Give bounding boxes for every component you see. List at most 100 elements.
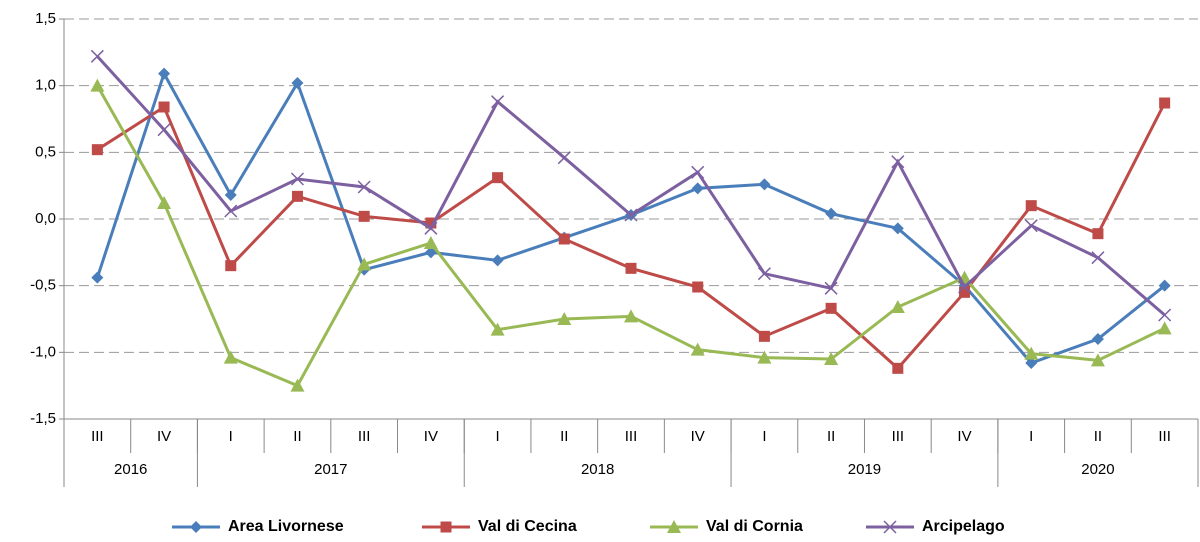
marker (291, 190, 303, 202)
marker (1025, 200, 1037, 212)
legend-label: Val di Cornia (706, 518, 803, 535)
legend-label: Area Livornese (228, 518, 344, 535)
marker (425, 217, 437, 229)
y-tick-label: -0,5 (30, 277, 56, 294)
marker (157, 123, 171, 137)
marker (440, 521, 452, 533)
x-tick-label: III (625, 428, 638, 445)
marker (557, 151, 571, 165)
marker (891, 222, 904, 235)
marker (158, 101, 170, 113)
marker (959, 286, 971, 298)
marker (1091, 333, 1104, 345)
marker (190, 521, 202, 533)
x-tick-label: III (358, 428, 371, 445)
marker (624, 309, 638, 323)
line (96, 84, 1166, 388)
marker (690, 342, 705, 356)
x-tick-label: I (496, 428, 500, 445)
marker (1024, 219, 1038, 233)
y-tick-label: 1,0 (35, 77, 56, 94)
x-tick-label: II (293, 428, 301, 445)
x-tick-label: I (1029, 428, 1033, 445)
series (91, 67, 1171, 369)
marker (225, 260, 237, 272)
legend-label: Arcipelago (922, 518, 1005, 535)
marker (91, 271, 104, 284)
line (96, 102, 1166, 371)
x-tick-label: I (229, 428, 233, 445)
marker (892, 362, 904, 374)
marker (758, 330, 770, 342)
marker (883, 520, 897, 534)
year-label: 2017 (314, 461, 347, 478)
legend-label: Val di Cecina (478, 518, 577, 535)
x-tick-label: III (892, 428, 905, 445)
series (90, 49, 1172, 322)
marker (490, 322, 505, 336)
marker (491, 95, 505, 109)
marker (890, 300, 905, 313)
x-tick-label: II (827, 428, 835, 445)
marker (1092, 228, 1104, 240)
marker (557, 312, 572, 325)
marker (91, 144, 103, 156)
x-tick-label: IV (424, 428, 438, 445)
y-tick-label: -1,0 (30, 343, 56, 360)
marker (891, 155, 905, 169)
marker (558, 233, 570, 245)
marker (825, 302, 837, 314)
marker (625, 262, 637, 274)
x-tick-label: II (1094, 428, 1102, 445)
x-tick-label: IV (957, 428, 971, 445)
year-label: 2019 (848, 461, 881, 478)
x-tick-label: I (762, 428, 766, 445)
series (91, 97, 1171, 374)
marker (357, 180, 371, 194)
marker (223, 350, 238, 364)
marker (158, 67, 171, 80)
marker (157, 196, 172, 209)
year-label: 2018 (581, 461, 614, 478)
x-tick-label: II (560, 428, 568, 445)
marker (1090, 353, 1105, 367)
marker (1024, 346, 1039, 360)
marker (1158, 308, 1172, 322)
y-tick-label: 1,5 (35, 10, 56, 27)
x-tick-label: III (91, 428, 104, 445)
marker (1025, 357, 1038, 369)
marker (825, 207, 838, 220)
marker (224, 204, 238, 218)
marker (757, 267, 771, 281)
x-tick-label: III (1158, 428, 1171, 445)
series (90, 78, 1172, 392)
marker (957, 280, 972, 294)
marker (691, 165, 705, 179)
marker (1091, 251, 1105, 265)
marker (357, 257, 372, 271)
marker (90, 49, 104, 63)
x-tick-label: IV (691, 428, 705, 445)
marker (423, 236, 438, 249)
marker (492, 172, 504, 184)
year-label: 2016 (114, 461, 147, 478)
marker (691, 182, 704, 195)
marker (424, 221, 438, 235)
marker (224, 189, 237, 201)
marker (824, 281, 838, 295)
marker (624, 208, 638, 222)
y-tick-label: -1,5 (30, 410, 56, 427)
marker (1158, 279, 1171, 292)
marker (290, 172, 305, 186)
x-tick-label: IV (157, 428, 171, 445)
marker (667, 520, 681, 533)
marker (758, 178, 771, 191)
marker (757, 350, 772, 364)
marker (358, 210, 370, 222)
marker (90, 78, 105, 92)
year-label: 2020 (1081, 461, 1114, 478)
marker (824, 352, 839, 365)
marker (291, 77, 304, 89)
marker (692, 281, 704, 293)
